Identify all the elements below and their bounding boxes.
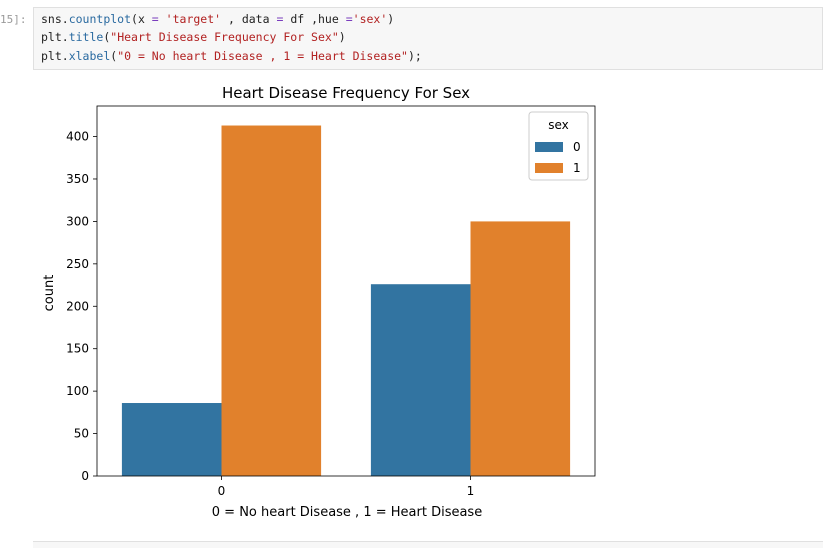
code-token: (x <box>131 12 152 26</box>
code-token: ( <box>103 30 111 44</box>
legend-title: sex <box>548 118 569 132</box>
y-tick-label: 0 <box>81 469 89 483</box>
legend-label-1: 1 <box>573 161 581 175</box>
cell-prompt: 15]: <box>0 13 27 26</box>
code-token-str: "Heart Disease Frequency For Sex" <box>110 30 339 44</box>
next-code-cell[interactable] <box>33 541 823 548</box>
bar-1-series-1 <box>470 221 571 476</box>
chart-title: Heart Disease Frequency For Sex <box>222 84 470 102</box>
code-token: sns. <box>41 12 69 26</box>
y-tick-label: 150 <box>66 342 89 356</box>
code-token <box>159 12 166 26</box>
code-token-op: = <box>151 12 159 26</box>
x-tick-label: 0 <box>218 484 226 498</box>
legend-label-0: 0 <box>573 140 581 154</box>
code-token-op: = <box>276 12 284 26</box>
code-token: df ,hue <box>283 12 346 26</box>
plot-frame <box>96 105 596 477</box>
legend-swatch-1 <box>535 163 563 173</box>
code-token: ( <box>110 49 118 63</box>
y-tick-label: 50 <box>74 427 89 441</box>
code-token: ) <box>338 30 346 44</box>
y-tick-label: 250 <box>66 257 89 271</box>
code-token-str: 'sex' <box>352 12 388 26</box>
cell-output: Heart Disease Frequency For Sex 0 1 0 50 100… <box>33 75 823 537</box>
y-tick-label: 400 <box>66 130 89 144</box>
bar-chart: Heart Disease Frequency For Sex 0 1050100… <box>42 84 596 520</box>
code-token-str: "0 = No heart Disease , 1 = Heart Diseas… <box>117 49 408 63</box>
code-token-fn: title <box>68 30 104 44</box>
bar-0-series-0 <box>121 403 222 476</box>
code-line-2: plt.title("Heart Disease Frequency For S… <box>41 30 346 44</box>
code-line-3: plt.xlabel("0 = No heart Disease , 1 = H… <box>41 49 422 63</box>
y-tick-label: 100 <box>66 384 89 398</box>
bar-0-series-1 <box>221 125 322 477</box>
code-cell[interactable]: sns.countplot(x = 'target' , data = df ,… <box>33 7 823 70</box>
code-token: , data <box>221 12 277 26</box>
code-token-str: 'target' <box>165 12 222 26</box>
y-tick-label: 200 <box>66 299 89 313</box>
bar-1-series-0 <box>370 284 471 476</box>
code-token: plt. <box>41 30 69 44</box>
code-token-fn: xlabel <box>68 49 111 63</box>
code-token-fn: countplot <box>68 12 132 26</box>
code-line-1: sns.countplot(x = 'target' , data = df ,… <box>41 12 394 26</box>
y-axis-label: count <box>42 275 57 312</box>
code-token: ) <box>387 12 395 26</box>
x-axis-label: 0 = No heart Disease , 1 = Heart Disease <box>212 505 482 520</box>
code-token-op: = <box>345 12 353 26</box>
legend-swatch-0 <box>535 142 563 152</box>
x-tick-label: 1 <box>467 484 475 498</box>
code-token: ); <box>407 49 422 63</box>
code-token: plt. <box>41 49 69 63</box>
y-tick-label: 300 <box>66 214 89 228</box>
y-tick-label: 350 <box>66 172 89 186</box>
